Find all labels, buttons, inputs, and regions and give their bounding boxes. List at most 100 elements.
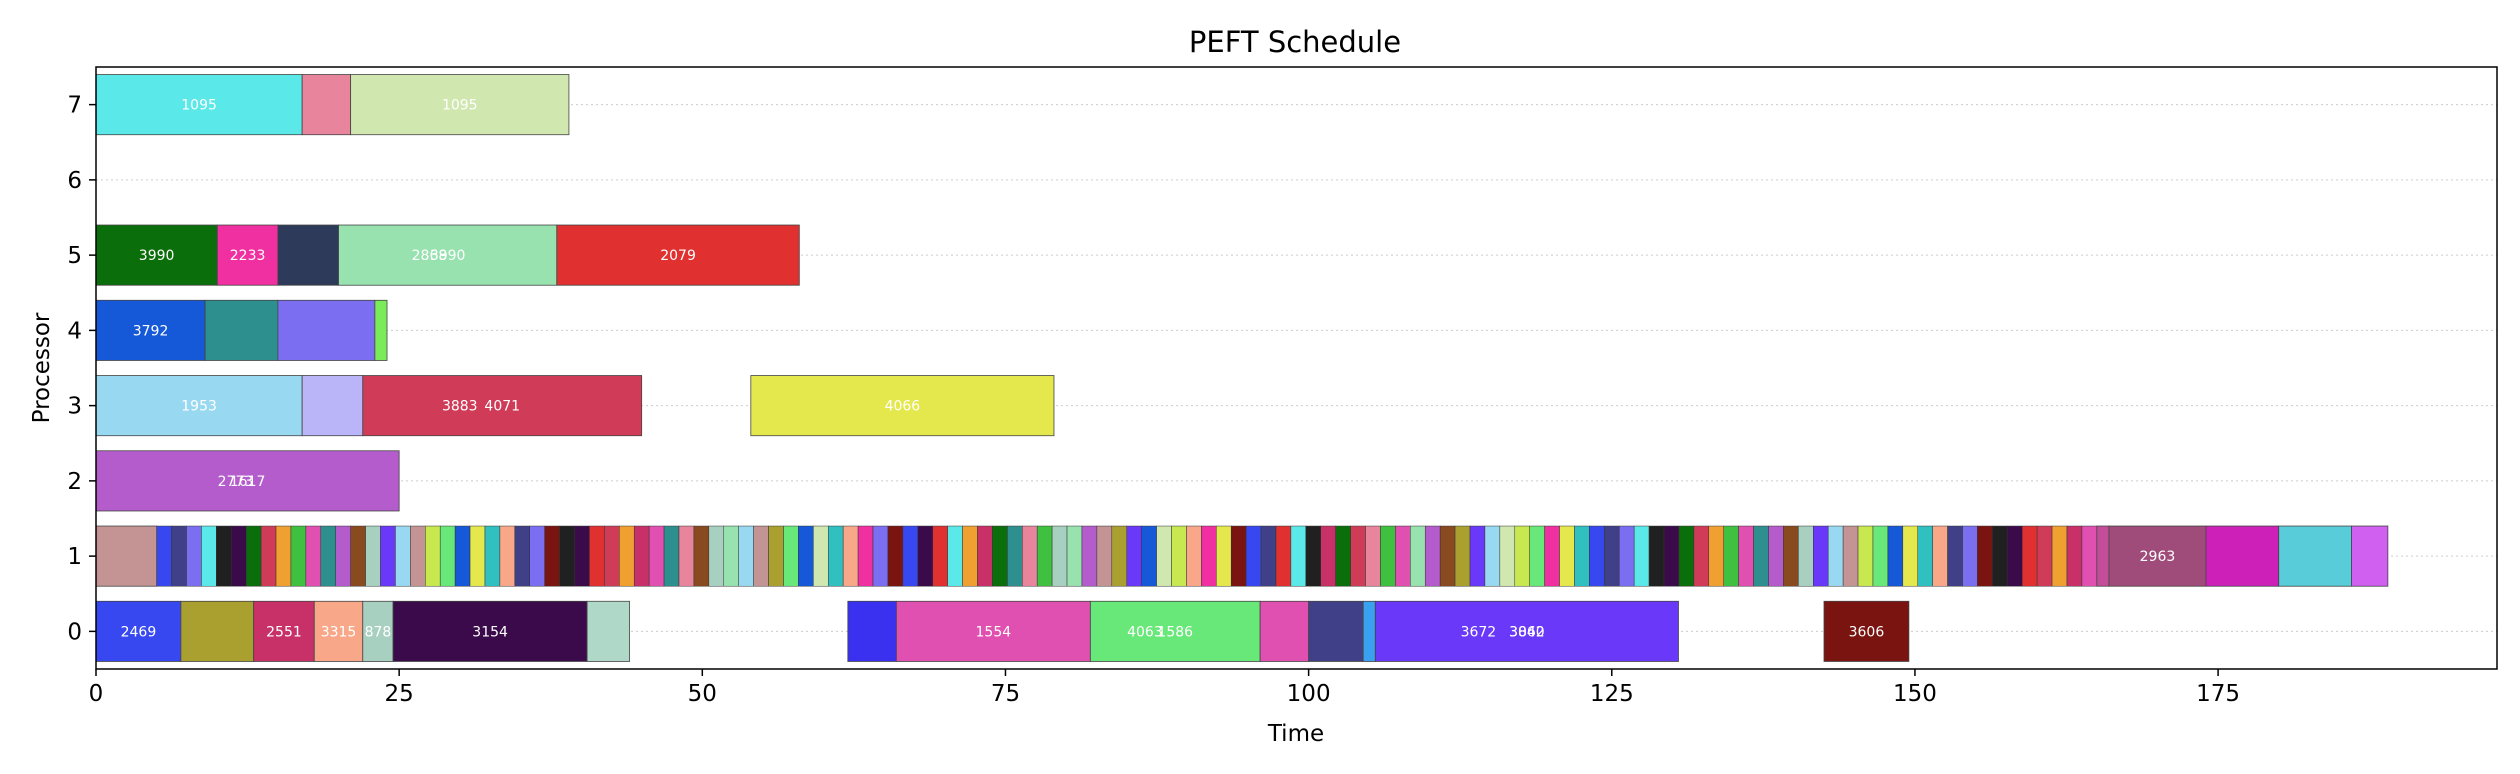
task-label: 2868 <box>412 248 448 264</box>
task-bar <box>723 525 739 587</box>
task-bar <box>1335 525 1351 587</box>
task-label: 3672 <box>1461 624 1497 640</box>
task-bar <box>1081 525 1098 587</box>
task-bar <box>2096 525 2110 587</box>
task-bar <box>1842 525 1859 587</box>
task-bar <box>313 600 364 662</box>
task-bar <box>1663 525 1680 587</box>
task-bar <box>633 525 650 587</box>
task-bar <box>1887 525 1904 587</box>
task-bar <box>798 525 814 587</box>
x-tick-label: 175 <box>2196 681 2240 707</box>
task-bar <box>1768 525 1784 587</box>
task-bar <box>305 525 322 587</box>
task-bar <box>947 525 963 587</box>
task-bar <box>1141 525 1157 587</box>
task-bar <box>648 525 665 587</box>
task-bar <box>1902 525 1918 587</box>
task-bar <box>750 375 1055 437</box>
task-bar <box>1275 525 1292 587</box>
task-bar <box>1932 525 1948 587</box>
task-label: 3154 <box>472 624 508 640</box>
x-tick-label: 75 <box>991 681 1020 707</box>
task-bar <box>1823 600 1910 662</box>
task-bar <box>1648 525 1665 587</box>
task-bar <box>1633 525 1650 587</box>
task-bar <box>253 600 315 662</box>
task-bar <box>1618 525 1635 587</box>
task-bar <box>842 525 859 587</box>
task-bar <box>895 600 1091 662</box>
task-bar <box>1977 525 1993 587</box>
task-bar <box>847 600 897 662</box>
task-bar <box>362 600 394 662</box>
task-bar <box>180 600 255 662</box>
task-bar <box>1089 600 1261 662</box>
x-tick-label: 25 <box>385 681 414 707</box>
task-bar <box>1529 525 1545 587</box>
task-bar <box>1362 600 1376 662</box>
task-bar <box>1022 525 1038 587</box>
task-bar <box>559 525 575 587</box>
task-label: 3315 <box>321 624 357 640</box>
task-bar <box>395 525 411 587</box>
task-label: 2773 <box>218 474 254 490</box>
task-label: 2963 <box>2140 549 2176 565</box>
task-label: 878 <box>365 624 392 640</box>
task-bar <box>678 525 695 587</box>
y-tick-label: 5 <box>67 243 82 269</box>
task-bar <box>693 525 710 587</box>
task-bar <box>245 525 262 587</box>
task-bar <box>95 375 303 437</box>
task-bar <box>95 600 182 662</box>
task-label: 1095 <box>442 98 478 114</box>
task-bar <box>1693 525 1710 587</box>
task-bar <box>1410 525 1426 587</box>
x-tick-label: 100 <box>1287 681 1331 707</box>
task-label: 4063 <box>1127 624 1163 640</box>
task-bar <box>277 299 376 361</box>
task-bar <box>2108 525 2207 587</box>
task-bar <box>738 525 754 587</box>
y-axis: 0 1 2 3 4 5 6 7 <box>67 93 96 645</box>
task-bar <box>1574 525 1590 587</box>
task-bar <box>362 375 643 437</box>
task-label: 4071 <box>484 399 520 415</box>
y-tick-label: 7 <box>67 93 82 119</box>
task-label: 3883 <box>442 399 478 415</box>
task-bar <box>857 525 874 587</box>
task-bar <box>1320 525 1336 587</box>
task-bar <box>350 74 570 136</box>
task-bar <box>2021 525 2038 587</box>
task-bar <box>231 525 247 587</box>
task-bar <box>1036 525 1053 587</box>
task-bar <box>887 525 904 587</box>
task-bar <box>2081 525 2098 587</box>
task-label: 2079 <box>660 248 696 264</box>
task-bar <box>1308 600 1364 662</box>
task-bar <box>1216 525 1232 587</box>
task-bar <box>484 525 501 587</box>
task-bar <box>1424 525 1441 587</box>
x-axis: 0 25 50 75 100 125 150 175 <box>89 669 2240 707</box>
task-bar <box>1559 525 1575 587</box>
task-bar <box>1544 525 1560 587</box>
task-bar <box>290 525 307 587</box>
task-bar <box>604 525 620 587</box>
task-bar <box>260 525 277 587</box>
task-bar <box>1380 525 1396 587</box>
task-bar <box>902 525 919 587</box>
task-bar <box>574 525 590 587</box>
task-bar <box>335 525 351 587</box>
task-bar <box>410 525 426 587</box>
task-bar <box>1962 525 1978 587</box>
task-bar <box>380 525 396 587</box>
task-bar <box>1708 525 1724 587</box>
task-bar <box>1156 525 1172 587</box>
task-bar <box>544 525 560 587</box>
x-tick-label: 150 <box>1893 681 1937 707</box>
task-bar <box>827 525 844 587</box>
y-tick-label: 3 <box>67 394 82 420</box>
